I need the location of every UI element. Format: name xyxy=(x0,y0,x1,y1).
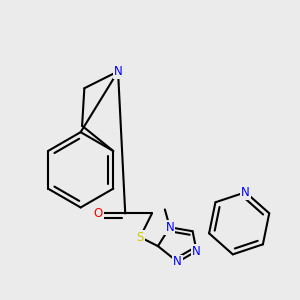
Text: N: N xyxy=(241,186,250,199)
Text: N: N xyxy=(173,256,182,268)
Text: O: O xyxy=(94,207,103,220)
Text: N: N xyxy=(114,65,122,78)
Text: S: S xyxy=(136,231,144,244)
Text: N: N xyxy=(192,244,201,258)
Text: N: N xyxy=(165,221,174,234)
